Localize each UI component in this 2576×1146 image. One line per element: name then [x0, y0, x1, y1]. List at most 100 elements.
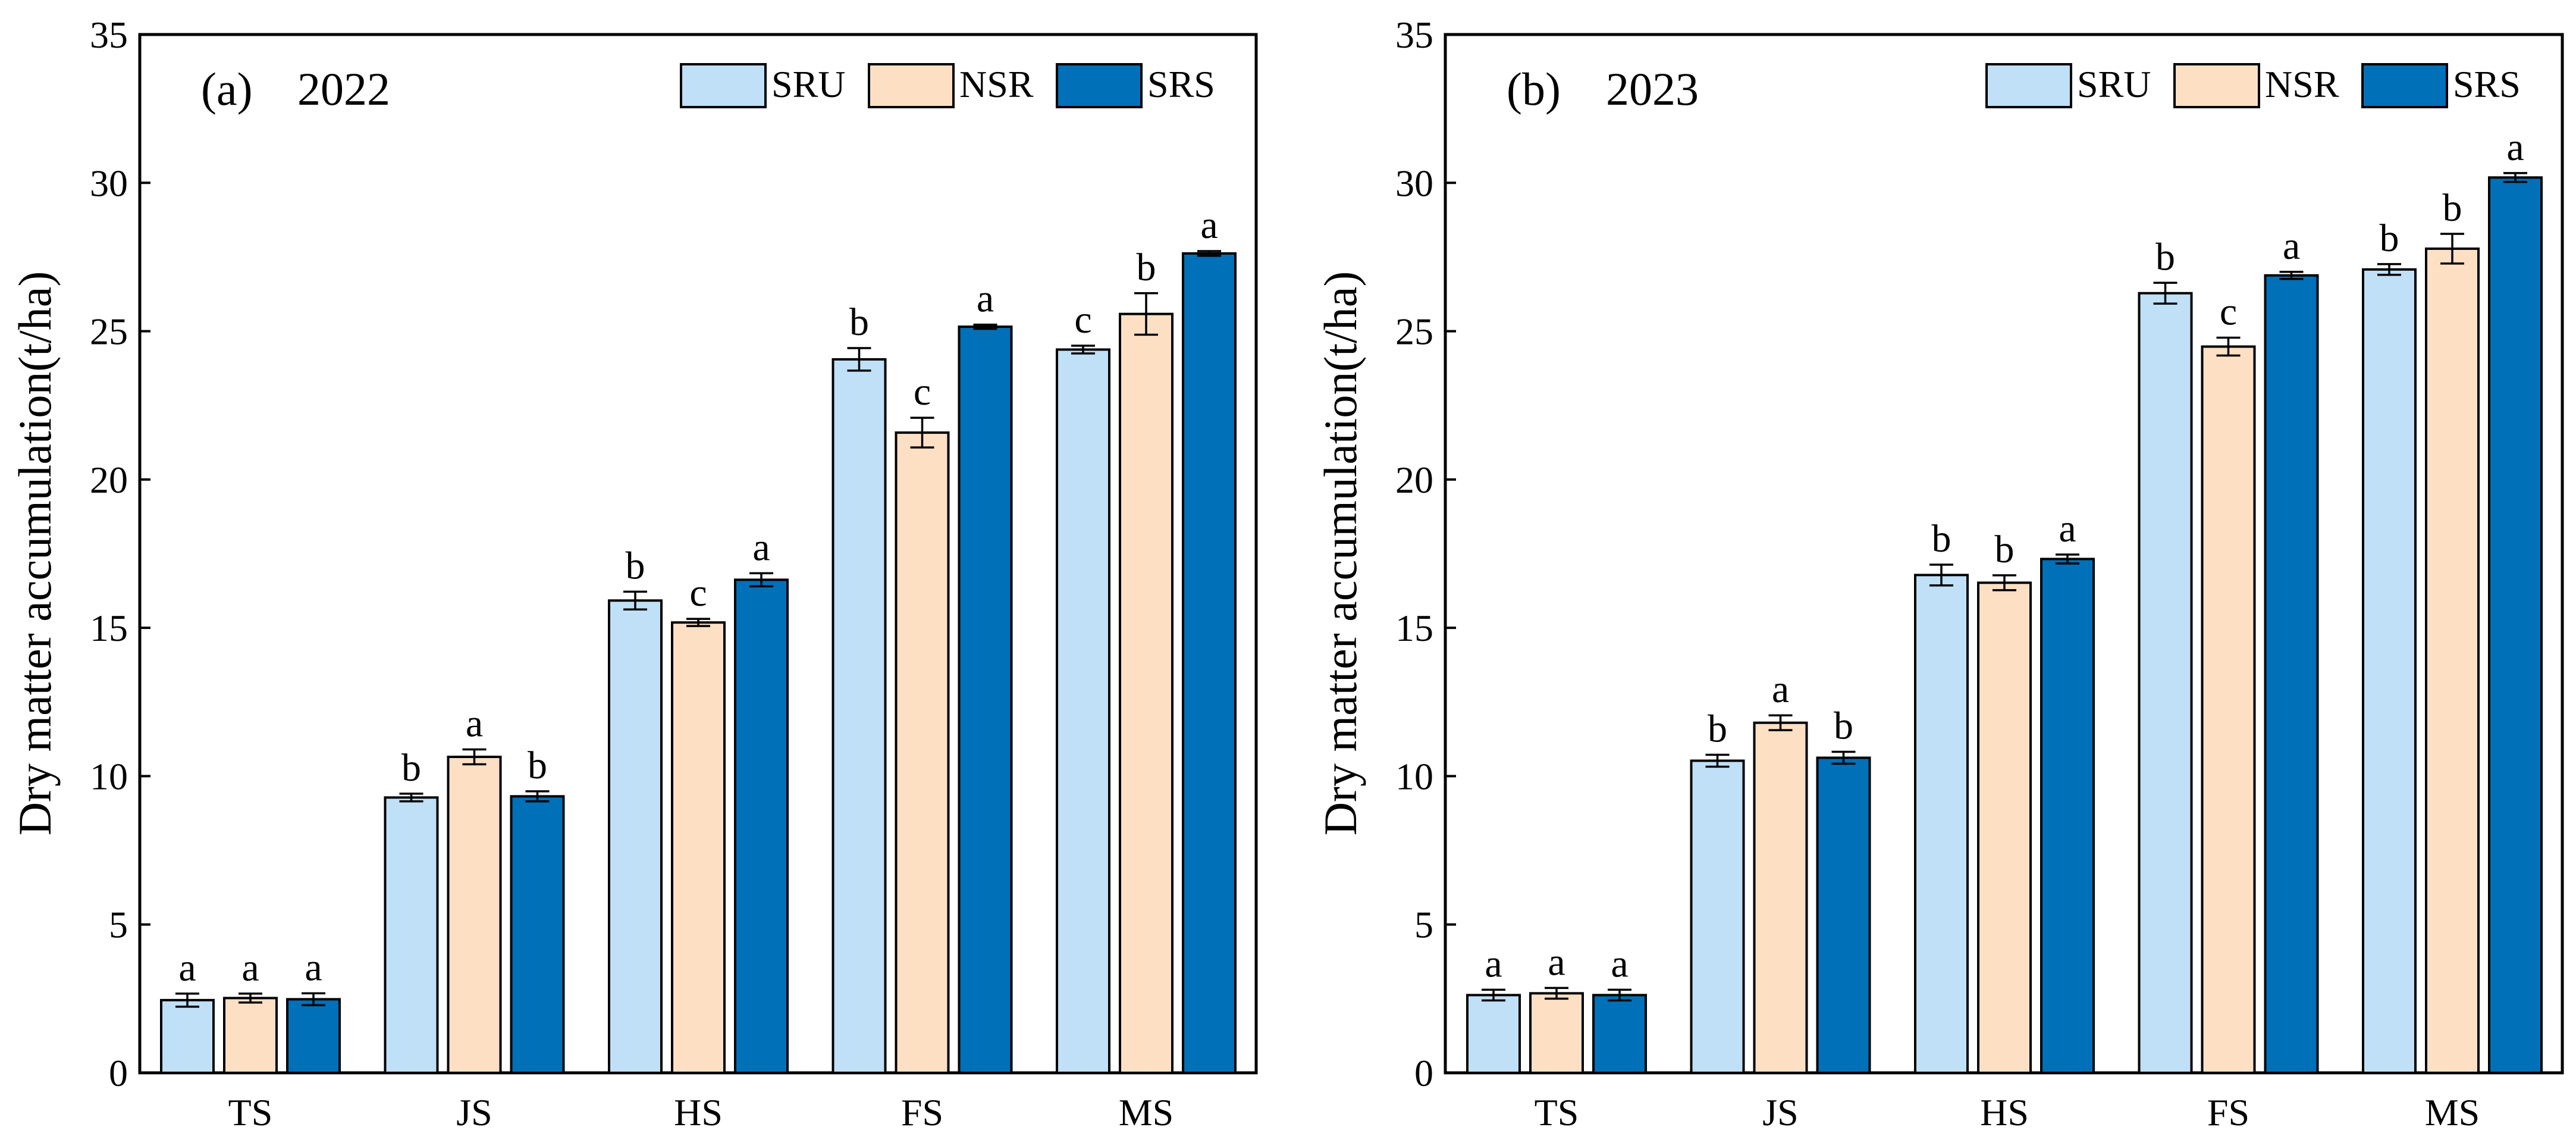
y-tick-label: 35 — [1395, 14, 1433, 56]
y-tick-label: 25 — [90, 311, 128, 353]
error-bar — [239, 992, 262, 1004]
y-tick-label: 15 — [90, 607, 128, 649]
panel-year-b: 2023 — [1606, 63, 1699, 115]
bar-sru-js — [1690, 759, 1745, 1074]
error-bar — [1831, 750, 1856, 765]
bar-nsr-fs — [895, 431, 950, 1074]
error-bar — [2503, 172, 2527, 183]
error-bar — [1993, 574, 2016, 591]
error-bar — [175, 992, 199, 1008]
significance-letter: a — [1485, 942, 1502, 985]
legend-label-sru: SRU — [2077, 63, 2151, 105]
legend-swatch-sru — [1985, 63, 2072, 108]
x-tick-label: FS — [2207, 1091, 2249, 1134]
significance-letter: a — [2283, 224, 2300, 268]
significance-letter: a — [1611, 942, 1628, 985]
x-tick-label: JS — [456, 1091, 492, 1134]
significance-letter: c — [2220, 290, 2237, 334]
bar-nsr-ts — [223, 997, 278, 1074]
significance-letters-b: a a a b a b b b a b c a b b a — [1485, 126, 2524, 986]
significance-letter: a — [178, 946, 196, 990]
y-tick-label: 20 — [90, 459, 128, 501]
significance-letter: a — [1548, 940, 1565, 984]
panel-label-b: (b) — [1507, 63, 1561, 115]
y-tick-label: 30 — [1395, 162, 1433, 204]
error-bar — [462, 748, 487, 766]
bars-a — [160, 252, 1237, 1075]
error-bar — [1768, 714, 1793, 731]
legend-swatch-sru — [680, 63, 767, 108]
legend-b: SRU NSR SRS — [1985, 63, 2521, 108]
bar-srs-ts — [286, 998, 341, 1074]
bar-sru-fs — [2138, 292, 2193, 1074]
y-tick-label: 25 — [1395, 311, 1433, 353]
significance-letter: b — [1834, 704, 1853, 748]
bar-nsr-ts — [1529, 992, 1584, 1074]
error-bar — [910, 417, 934, 449]
error-bars-a — [175, 250, 1221, 1008]
bar-srs-js — [1816, 756, 1871, 1074]
significance-letter: b — [528, 744, 547, 787]
x-axis-ticks-b: TS JS HS FS MS — [1535, 1062, 2480, 1134]
bar-nsr-js — [1753, 721, 1808, 1074]
panel-label-a: (a) — [201, 63, 253, 115]
significance-letter: b — [1995, 528, 2015, 571]
significance-letter: a — [1200, 203, 1218, 247]
error-bar — [686, 618, 710, 627]
y-tick-label: 10 — [90, 755, 128, 797]
x-tick-label: HS — [674, 1091, 723, 1134]
y-axis-label-a: Dry matter accumulation(t/ha) — [9, 271, 61, 836]
bar-nsr-hs — [671, 621, 726, 1074]
y-tick-label: 5 — [109, 904, 128, 946]
x-tick-label: FS — [901, 1091, 943, 1134]
bar-srs-fs — [958, 325, 1013, 1074]
legend-swatch-srs — [2361, 63, 2448, 108]
error-bar — [1608, 988, 1631, 1002]
bar-sru-fs — [832, 358, 887, 1075]
legend-label-srs: SRS — [1147, 63, 1215, 105]
error-bar — [2377, 263, 2401, 276]
error-bar — [2279, 271, 2304, 280]
x-tick-label: MS — [1119, 1091, 1174, 1134]
significance-letter: a — [977, 277, 994, 321]
bar-srs-js — [510, 795, 565, 1074]
significance-letter: b — [401, 746, 421, 790]
significance-letter: b — [2155, 235, 2175, 278]
error-bar — [525, 790, 550, 803]
error-bars-b — [1482, 172, 2527, 1002]
bar-nsr-ms — [2425, 247, 2480, 1074]
error-bar — [1134, 292, 1158, 336]
bar-srs-ms — [2488, 176, 2543, 1075]
bar-srs-ts — [1592, 994, 1647, 1074]
y-tick-label: 5 — [1414, 904, 1433, 946]
significance-letter: a — [305, 945, 322, 989]
bars-b — [1466, 176, 2543, 1075]
bar-nsr-ms — [1119, 312, 1174, 1074]
panel-year-a: 2022 — [297, 63, 390, 115]
error-bar — [1071, 345, 1095, 355]
error-bar — [2216, 336, 2241, 357]
error-bar — [1929, 563, 1953, 587]
significance-letter: a — [1772, 668, 1789, 711]
x-tick-label: HS — [1980, 1091, 2029, 1134]
legend-label-srs: SRS — [2453, 63, 2521, 105]
panel-a: 0 5 10 15 20 25 30 35 TS JS HS FS MS a a a b a b b c a b c a c b… — [9, 14, 1258, 1134]
x-axis-ticks-a: TS JS HS FS MS — [228, 1062, 1174, 1134]
significance-letter: b — [2443, 186, 2462, 230]
significance-letter: b — [1708, 707, 1727, 751]
error-bar — [2153, 281, 2177, 305]
x-tick-label: JS — [1762, 1091, 1799, 1134]
bar-srs-ms — [1182, 252, 1237, 1075]
bar-sru-hs — [1914, 574, 1969, 1074]
error-bar — [302, 992, 325, 1007]
bar-srs-hs — [734, 578, 789, 1074]
significance-letter: b — [2380, 217, 2399, 260]
y-tick-label: 0 — [1414, 1052, 1433, 1094]
error-bar — [749, 572, 773, 588]
bar-sru-ms — [1056, 348, 1110, 1074]
significance-letter: c — [914, 370, 931, 414]
legend-a: SRU NSR SRS — [680, 63, 1215, 108]
legend-swatch-nsr — [2173, 63, 2260, 108]
significance-letter: b — [1137, 246, 1156, 289]
